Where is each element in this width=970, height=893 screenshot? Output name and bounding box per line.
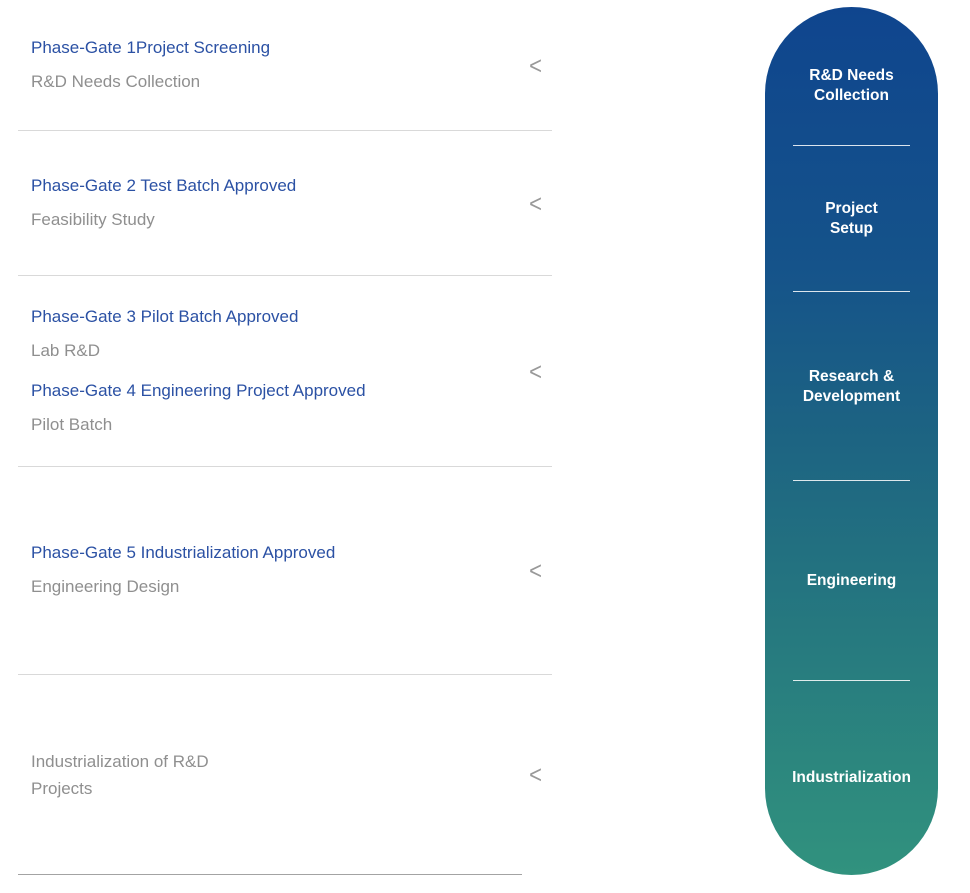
phase-subtitle: Lab R&D [31,340,100,360]
phase-entry: Phase-Gate 4 Engineering Project Approve… [31,380,765,438]
stage-divider [793,480,910,482]
row-content: Phase-Gate 2 Test Batch Approved Feasibi… [0,175,765,233]
stage-segment-rd-needs-collection: R&D Needs Collection [765,7,938,147]
phase-gate-title[interactable]: Phase-Gate 2 Test Batch Approved [31,175,297,195]
stage-segment-project-setup: Project Setup [765,146,938,293]
stage-segment-engineering: Engineering [765,481,938,682]
phase-gate-title[interactable]: Phase-Gate 4 Engineering Project Approve… [31,380,366,400]
stage-label: Project Setup [825,200,878,238]
phase-subtitle: Pilot Batch [31,414,113,434]
phase-subtitle: R&D Needs Collection [31,71,201,91]
row-content: Phase-Gate 3 Pilot Batch Approved Lab R&… [0,306,765,438]
phase-entry: Industrialization of R&D Projects [31,748,765,802]
collapse-chevron-icon[interactable]: < [529,356,542,386]
row-divider [18,130,552,131]
phase-row-3[interactable]: Phase-Gate 3 Pilot Batch Approved Lab R&… [0,276,765,467]
phase-row-2[interactable]: Phase-Gate 2 Test Batch Approved Feasibi… [0,131,765,276]
phase-subtitle: Feasibility Study [31,209,155,229]
row-divider [18,466,552,467]
stage-label: Research & Development [802,367,901,405]
phase-entry: Phase-Gate 2 Test Batch Approved Feasibi… [31,175,765,233]
row-content: Phase-Gate 1Project Screening R&D Needs … [0,37,765,95]
row-content: Industrialization of R&D Projects [0,748,765,802]
phase-entry: Phase-Gate 1Project Screening R&D Needs … [31,37,765,95]
stage-label: Engineering [806,572,897,590]
collapse-chevron-icon[interactable]: < [529,188,542,218]
phase-gate-title[interactable]: Phase-Gate 5 Industrialization Approved [31,543,336,562]
row-divider [18,275,552,276]
phase-row-1[interactable]: Phase-Gate 1Project Screening R&D Needs … [0,0,765,131]
stage-divider [793,291,910,293]
row-content: Phase-Gate 5 Industrialization Approved … [0,542,765,600]
stage-divider [793,145,910,147]
collapse-chevron-icon[interactable]: < [529,50,542,80]
stage-divider [793,680,910,682]
phase-row-5[interactable]: Industrialization of R&D Projects < [0,675,765,875]
phase-gate-title[interactable]: Phase-Gate 3 Pilot Batch Approved [31,306,299,326]
row-divider-bottom [18,874,522,875]
phase-row-4[interactable]: Phase-Gate 5 Industrialization Approved … [0,467,765,675]
stage-progress-pill: R&D Needs Collection Project Setup Resea… [765,7,938,875]
phase-subtitle: Engineering Design [31,577,180,596]
collapse-chevron-icon[interactable]: < [529,556,542,585]
phase-entry: Phase-Gate 3 Pilot Batch Approved Lab R&… [31,306,765,364]
collapse-chevron-icon[interactable]: < [529,760,542,789]
stage-label: Industrialization [792,769,911,787]
stage-segment-industrialization: Industrialization [765,681,938,875]
row-divider [18,674,552,675]
stage-label: R&D Needs Collection [809,66,894,104]
phase-gate-title[interactable]: Phase-Gate 1Project Screening [31,37,271,57]
phase-entry: Phase-Gate 5 Industrialization Approved … [31,542,765,600]
phase-subtitle: Industrialization of R&D Projects [31,752,209,798]
stage-segment-research-development: Research & Development [765,292,938,482]
